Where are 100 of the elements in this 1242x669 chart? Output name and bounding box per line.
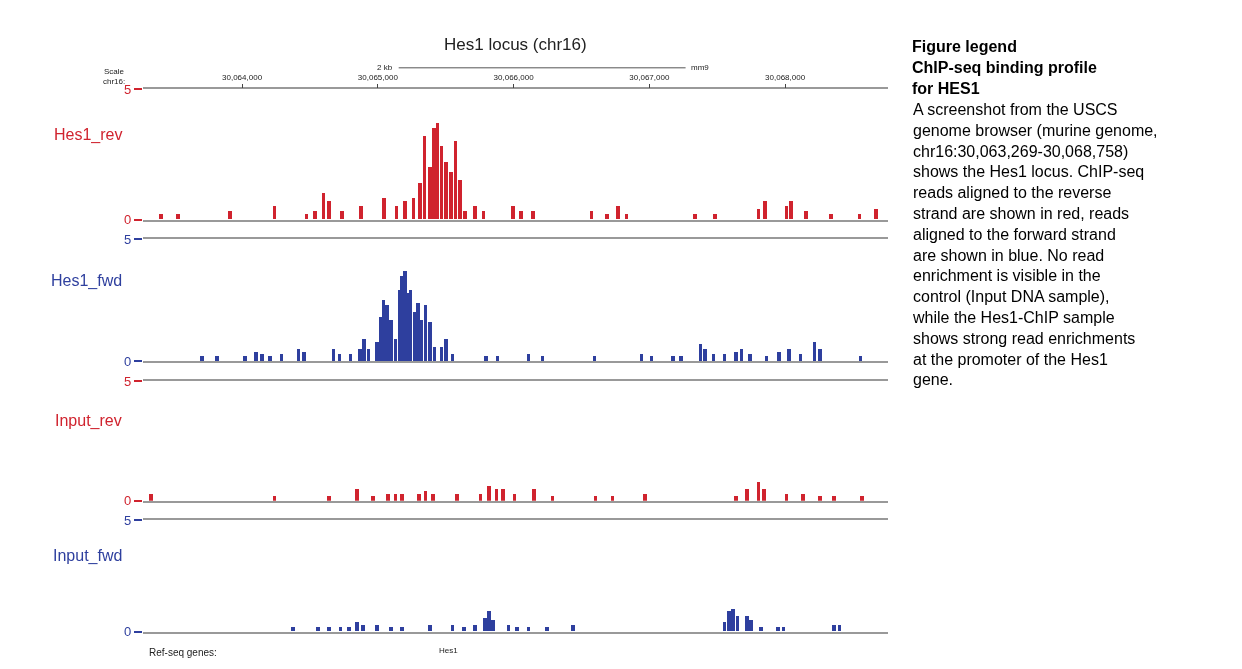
y-tick-label: 0	[124, 493, 132, 509]
bar	[530, 211, 535, 220]
bar	[526, 354, 530, 362]
y-tick-label: 5	[124, 231, 132, 247]
chart-title: Hes1 locus (chr16)	[444, 35, 587, 54]
y-tick-label: 0	[124, 354, 132, 370]
text: 2 kb	[377, 63, 393, 72]
bar	[604, 214, 609, 220]
bar	[374, 625, 379, 632]
bar	[722, 354, 726, 362]
y-axis-title: Input_fwd	[53, 547, 123, 565]
bar	[500, 489, 505, 501]
bar	[338, 627, 342, 632]
bar	[290, 627, 295, 632]
bar	[472, 206, 477, 220]
bar	[393, 494, 397, 501]
bar	[747, 354, 752, 362]
bar	[301, 352, 306, 362]
bar	[649, 356, 653, 362]
bar	[781, 627, 785, 632]
bar	[518, 211, 523, 220]
bar	[798, 354, 802, 362]
bar	[712, 214, 717, 220]
bar	[730, 609, 735, 632]
y-tick-label: 0	[124, 212, 132, 228]
bar	[415, 303, 420, 362]
text: A screenshot from the USCS genome browser (murine genome, chr16:30,063,269-30,068,758) shows the Hes1 locus. ChIP-seq reads aligned to the reverse strand are shown in red, reads aligned to the forward strand are shown in blue. No read enrichment is visible in the control (Input DNA sample), while the Hes1-ChIP sample shows strong read enrichments at the promoter of the Hes1 gene.	[913, 101, 1158, 389]
bar	[472, 625, 477, 632]
bar	[512, 494, 516, 501]
x-tick-label: 30,067,000	[629, 73, 670, 83]
bar	[858, 356, 862, 362]
bar	[615, 206, 620, 220]
bar	[803, 211, 808, 220]
bar	[427, 625, 432, 632]
x-tick-label: 30,065,000	[357, 73, 399, 83]
bar	[570, 625, 575, 632]
bar	[315, 627, 320, 632]
bar	[526, 627, 530, 632]
bar	[354, 489, 359, 501]
bar	[711, 354, 715, 362]
bar	[837, 625, 841, 632]
bar	[817, 349, 822, 362]
bar	[784, 494, 788, 501]
bar	[486, 611, 491, 632]
bar	[326, 627, 331, 632]
bar	[495, 356, 499, 362]
bar	[242, 356, 247, 362]
bar	[544, 627, 549, 632]
bar	[394, 206, 398, 220]
bar	[748, 620, 753, 632]
bar	[227, 211, 232, 220]
bar	[483, 356, 488, 362]
bar	[788, 201, 793, 220]
bar	[279, 354, 283, 362]
bar	[762, 201, 767, 220]
y-tick-label: 5	[124, 81, 132, 97]
bar	[624, 214, 628, 220]
y-axis-title: Hes1_rev	[54, 126, 123, 144]
bar	[381, 300, 385, 362]
bar	[214, 356, 219, 362]
bar	[494, 489, 498, 501]
bar	[326, 201, 331, 220]
text: ChIP-seq binding profile for HES1	[912, 59, 1097, 97]
bar	[346, 627, 351, 632]
text: Figure legend	[912, 38, 1017, 55]
y-axis-title: Input_rev	[55, 412, 122, 430]
bar	[388, 627, 393, 632]
bar	[423, 491, 427, 501]
bar	[358, 206, 363, 220]
bar	[450, 625, 454, 632]
x-tick-label: 30,064,000	[222, 73, 263, 83]
bar	[259, 354, 264, 362]
bar	[733, 352, 738, 362]
bar	[828, 214, 833, 220]
bar	[321, 193, 325, 220]
x-tick-label: 30,066,000	[493, 73, 535, 83]
bar	[399, 627, 404, 632]
bar	[873, 209, 878, 220]
bar	[175, 214, 180, 220]
bar	[411, 198, 415, 220]
bar	[337, 354, 341, 362]
bar	[478, 494, 482, 501]
bar	[381, 198, 386, 220]
bar	[531, 489, 536, 501]
bar	[486, 486, 491, 501]
bar	[339, 211, 344, 220]
bar	[348, 354, 352, 362]
bar	[739, 349, 743, 362]
bar	[402, 201, 407, 220]
bar	[756, 482, 760, 501]
bar	[744, 489, 749, 501]
bar	[692, 214, 697, 220]
bar	[592, 356, 596, 362]
text: Hes1	[439, 646, 459, 655]
bar	[510, 206, 515, 220]
x-tick-label: 30,068,000	[765, 73, 806, 83]
y-tick-label: 5	[124, 373, 132, 389]
bar	[199, 356, 204, 362]
bar	[481, 211, 485, 220]
bar	[670, 356, 675, 362]
